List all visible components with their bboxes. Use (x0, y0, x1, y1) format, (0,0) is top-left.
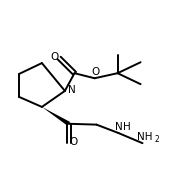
Text: N: N (68, 85, 76, 95)
Text: H: H (123, 122, 130, 132)
Text: O: O (69, 137, 78, 147)
Text: O: O (91, 67, 99, 77)
Polygon shape (42, 107, 70, 126)
Text: O: O (50, 52, 58, 62)
Text: NH: NH (137, 132, 152, 142)
Text: N: N (115, 122, 122, 132)
Text: 2: 2 (154, 135, 159, 144)
